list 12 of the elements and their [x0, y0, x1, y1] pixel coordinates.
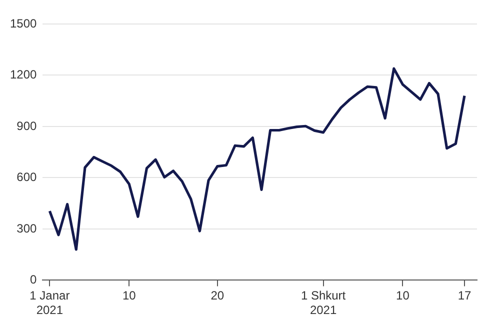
y-tick-label: 1200	[10, 68, 38, 82]
x-tick-label: 20	[210, 288, 224, 303]
y-tick-label: 900	[16, 118, 38, 133]
x-tick-label: 17	[458, 288, 472, 303]
x-tick-label: 1 Shkurt 2021	[300, 288, 346, 318]
x-tick-label: 1 Janar 2021	[30, 288, 70, 318]
y-tick-label: 600	[16, 170, 38, 184]
y-tick-label: 1500	[10, 16, 38, 30]
x-tick-label: 10	[122, 288, 136, 303]
x-tick-label: 10	[396, 288, 410, 303]
y-tick-label: 300	[16, 221, 38, 236]
y-tick-label: 0	[30, 272, 38, 287]
